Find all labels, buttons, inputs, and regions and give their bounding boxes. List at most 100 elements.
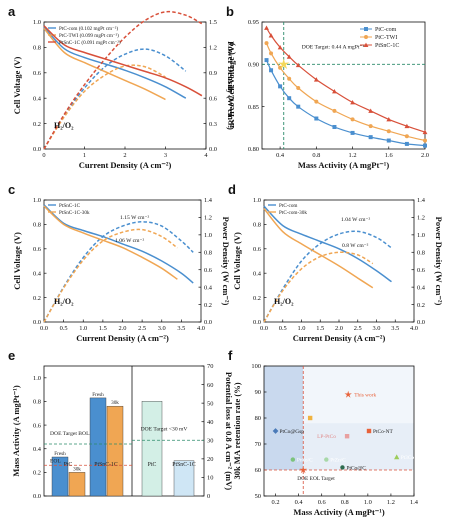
y2-axis-label: Power Density (W cm⁻²) bbox=[221, 217, 231, 306]
data-point bbox=[404, 123, 410, 129]
y2-tick-label: 0.6 bbox=[209, 95, 217, 102]
y2-tick-label: 1.0 bbox=[204, 232, 212, 239]
data-point bbox=[350, 100, 355, 105]
y-tick-label: 0.80 bbox=[248, 146, 259, 153]
doe-eol-label: EOL bbox=[50, 458, 61, 464]
scatter-point bbox=[366, 428, 372, 434]
y-axis-label: Cell Voltage (V) bbox=[12, 232, 22, 290]
y2-tick-label: 1.4 bbox=[417, 197, 426, 204]
peak-power-label: 0.8 W cm⁻² bbox=[342, 243, 369, 249]
panel-d-ptc-com-durability: d0.0 0.5 1.0 1.5 2.0 2.5 3.0 3.5 4.00.00.20.40.6… bbox=[228, 182, 444, 343]
x-tick-label: 2.0 bbox=[119, 325, 127, 332]
point-label: PtCo/C bbox=[297, 458, 313, 464]
x-tick-label: 3.5 bbox=[391, 325, 399, 332]
point-label: PtCo@Gsp bbox=[280, 429, 305, 435]
legend-label: PtC-TWI (0.099 mgPt cm⁻²) bbox=[59, 32, 119, 39]
mass-activity-bar bbox=[51, 456, 69, 497]
y2-tick-label: 50 bbox=[207, 400, 213, 407]
data-point bbox=[268, 33, 274, 38]
panel-letter: b bbox=[226, 4, 234, 19]
data-point bbox=[368, 135, 373, 140]
y-tick-label: 90 bbox=[255, 389, 261, 396]
y-tick-label: 0.6 bbox=[33, 70, 41, 77]
y2-tick-label: 0.2 bbox=[204, 302, 212, 309]
y-axis-label: Cell Voltage (V) bbox=[232, 232, 242, 290]
y2-tick-label: 1.5 bbox=[209, 19, 217, 26]
y-tick-label: 0.4 bbox=[33, 270, 42, 277]
region-upper-right bbox=[303, 366, 414, 424]
data-point bbox=[368, 108, 374, 113]
legend-label: PtSnC-1C-30k bbox=[59, 210, 90, 216]
mass-activity-bar bbox=[68, 472, 86, 497]
doe-target-star bbox=[278, 58, 290, 70]
y-tick-label: 70 bbox=[255, 441, 261, 448]
data-point bbox=[277, 45, 283, 50]
data-point bbox=[296, 104, 301, 109]
x-tick-label: 0.4 bbox=[295, 499, 304, 506]
panel-letter: f bbox=[228, 348, 233, 363]
y-tick-label: 50 bbox=[255, 493, 261, 500]
data-point bbox=[404, 141, 409, 146]
y2-axis-label: Potential loss at 0.8 A cm⁻² (mV) bbox=[224, 372, 234, 490]
legend-label: PtSnC-1C bbox=[375, 43, 399, 49]
data-point bbox=[368, 124, 373, 129]
region-below-ma-target bbox=[264, 366, 304, 470]
x-tick-label: 0.0 bbox=[40, 325, 48, 332]
x-tick-label: 3.0 bbox=[158, 325, 166, 332]
data-point bbox=[264, 41, 269, 46]
y-tick-label: 1.0 bbox=[33, 19, 41, 26]
x-axis-label: Mass Activity (A mgPt⁻¹) bbox=[298, 160, 389, 170]
y2-tick-label: 0.8 bbox=[417, 249, 425, 256]
y-tick-label: 1.0 bbox=[33, 375, 41, 382]
power-density-curve bbox=[263, 230, 392, 323]
y2-tick-label: 10 bbox=[207, 475, 213, 482]
data-point bbox=[423, 138, 427, 143]
x-axis-label: Mass Activity (A mgPt⁻¹) bbox=[293, 507, 384, 517]
y-tick-label: 0.0 bbox=[33, 146, 41, 153]
data-point bbox=[269, 68, 274, 73]
power-density-curve bbox=[43, 228, 178, 323]
data-point bbox=[386, 138, 391, 143]
y2-tick-label: 1.4 bbox=[204, 197, 213, 204]
panel-f-retention-scatter: f 0.2 0.4 0.6 0.8 1.0 1.2 1.4 50 60 70 80 90 100 Mass … bbox=[228, 348, 419, 517]
x-tick-label: 1.5 bbox=[316, 325, 324, 332]
legend-label: PtC-com (0.102 mgPt cm⁻²) bbox=[59, 25, 118, 32]
y2-axis-label: Power Density (W cm⁻²) bbox=[434, 217, 444, 306]
panel-letter: c bbox=[8, 182, 15, 197]
x-tick-label: 3.0 bbox=[373, 325, 381, 332]
point-label: Pt3Co bbox=[401, 455, 415, 461]
y-tick-label: 0.90 bbox=[248, 62, 259, 69]
x-tick-label: 1.6 bbox=[385, 152, 393, 159]
y-tick-label: 0.2 bbox=[33, 295, 41, 302]
y2-tick-label: 0.0 bbox=[204, 319, 212, 326]
point-label: PtCo-NT bbox=[373, 429, 393, 435]
plot-frame bbox=[263, 365, 415, 497]
x-tick-label: 0.0 bbox=[260, 325, 268, 332]
y2-tick-label: 30 bbox=[207, 437, 213, 444]
data-point bbox=[423, 143, 427, 148]
data-point bbox=[332, 108, 337, 113]
y2-tick-label: 0.6 bbox=[204, 267, 212, 274]
y2-axis-label: Power Density (W cm⁻²) bbox=[226, 41, 236, 130]
point-label: PtCo@C bbox=[346, 465, 366, 471]
x-tick-label: 2 bbox=[123, 152, 126, 159]
doe-bol-label: DOE Target BOL bbox=[50, 431, 90, 437]
y2-tick-label: 60 bbox=[207, 382, 213, 389]
x-tick-label: 3 bbox=[164, 152, 167, 159]
data-point bbox=[404, 134, 409, 139]
x-tick-label: 2.5 bbox=[138, 325, 146, 332]
y2-tick-label: 0.0 bbox=[209, 146, 217, 153]
y-axis-label: Mass Activity (A mgPt⁻¹) bbox=[11, 385, 21, 476]
y-tick-label: 1.0 bbox=[33, 197, 41, 204]
y-tick-label: 60 bbox=[255, 467, 261, 474]
y2-tick-label: 20 bbox=[207, 456, 213, 463]
y-tick-label: 0.2 bbox=[33, 470, 41, 477]
x-tick-label: 1 bbox=[83, 152, 86, 159]
y-tick-label: 0.4 bbox=[253, 270, 262, 277]
group-label: PtC bbox=[64, 462, 73, 468]
panel-letter: e bbox=[8, 348, 15, 363]
bar-label: 30k bbox=[111, 400, 119, 406]
y-tick-label: 0.0 bbox=[33, 493, 41, 500]
bar-label: Fresh bbox=[92, 392, 104, 398]
y-axis-label: iR-free Cell Voltage (V) bbox=[226, 43, 236, 128]
